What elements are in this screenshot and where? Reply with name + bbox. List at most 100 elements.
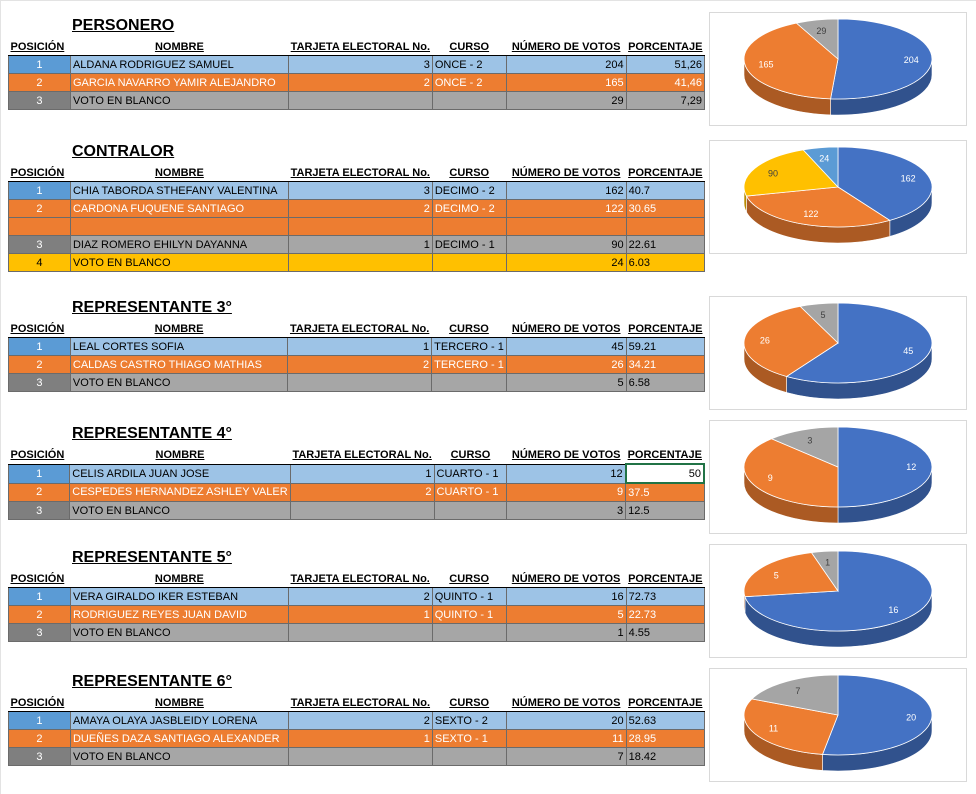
header-posicion[interactable]: POSICIÓN bbox=[8, 320, 71, 338]
cell-tarjeta[interactable]: 2 bbox=[287, 199, 433, 218]
cell-porcentaje[interactable] bbox=[625, 217, 706, 236]
cell-pos[interactable]: 1 bbox=[8, 55, 71, 74]
pie-chart-1[interactable]: 162 122 90 24 bbox=[709, 140, 967, 254]
cell-porcentaje[interactable]: 41,46 bbox=[625, 73, 706, 92]
cell-votos[interactable]: 122 bbox=[505, 199, 627, 218]
section-title[interactable]: REPRESENTANTE 3° bbox=[72, 299, 232, 316]
pie-slice[interactable] bbox=[802, 146, 839, 189]
cell-porcentaje[interactable]: 18.42 bbox=[625, 747, 706, 766]
cell-tarjeta[interactable]: 3 bbox=[287, 55, 433, 74]
cell-tarjeta[interactable]: 2 bbox=[287, 711, 433, 730]
pie-slice[interactable] bbox=[745, 186, 891, 228]
cell-pos[interactable]: 4 bbox=[8, 253, 71, 272]
cell-porcentaje[interactable]: 52.63 bbox=[625, 711, 706, 730]
cell-curso[interactable] bbox=[431, 217, 507, 236]
cell-pos[interactable]: 1 bbox=[8, 337, 71, 356]
cell-votos[interactable]: 24 bbox=[505, 253, 627, 272]
cell-porcentaje[interactable]: 51,26 bbox=[625, 55, 706, 74]
cell-pos[interactable] bbox=[8, 217, 71, 236]
cell-pos[interactable]: 3 bbox=[8, 373, 71, 392]
cell-porcentaje[interactable]: 59.21 bbox=[625, 337, 706, 356]
cell-porcentaje[interactable]: 34.21 bbox=[625, 355, 706, 374]
cell-tarjeta[interactable] bbox=[287, 623, 433, 642]
header-tarjeta[interactable]: TARJETA ELECTORAL No. bbox=[288, 164, 433, 182]
cell-curso[interactable] bbox=[431, 373, 507, 392]
pie-slice[interactable] bbox=[810, 550, 839, 593]
cell-votos[interactable]: 11 bbox=[505, 729, 627, 748]
header-porcentaje[interactable]: PORCENTAJE bbox=[626, 320, 705, 338]
header-tarjeta[interactable]: TARJETA ELECTORAL No. bbox=[288, 38, 433, 56]
cell-votos[interactable]: 29 bbox=[505, 91, 627, 110]
section-title[interactable]: REPRESENTANTE 5° bbox=[72, 549, 232, 566]
cell-tarjeta[interactable]: 1 bbox=[287, 729, 433, 748]
header-curso[interactable]: CURSO bbox=[432, 570, 507, 588]
cell-pos[interactable]: 3 bbox=[8, 235, 71, 254]
cell-porcentaje[interactable]: 37.5 bbox=[625, 482, 705, 502]
pie-chart-3[interactable]: 12 9 3 bbox=[709, 420, 967, 534]
cell-nombre[interactable]: DUEÑES DAZA SANTIAGO ALEXANDER bbox=[69, 729, 289, 748]
header-nombre[interactable]: NOMBRE bbox=[69, 446, 291, 465]
cell-porcentaje[interactable]: 40.7 bbox=[625, 181, 706, 200]
header-votos[interactable]: NÚMERO DE VOTOS bbox=[506, 446, 626, 465]
cell-tarjeta[interactable] bbox=[287, 217, 433, 236]
cell-nombre[interactable]: CELIS ARDILA JUAN JOSE bbox=[69, 463, 291, 484]
cell-votos[interactable]: 5 bbox=[505, 373, 627, 392]
header-posicion[interactable]: POSICIÓN bbox=[8, 694, 71, 712]
header-tarjeta[interactable]: TARJETA ELECTORAL No. bbox=[287, 320, 432, 338]
cell-curso[interactable] bbox=[431, 623, 507, 642]
cell-pos[interactable]: 1 bbox=[8, 181, 71, 200]
pie-slice[interactable] bbox=[751, 674, 839, 716]
cell-curso[interactable]: CUARTO - 1 bbox=[433, 463, 508, 484]
header-votos[interactable]: NÚMERO DE VOTOS bbox=[506, 320, 627, 338]
section-title[interactable]: CONTRALOR bbox=[72, 143, 175, 160]
header-votos[interactable]: NÚMERO DE VOTOS bbox=[506, 694, 627, 712]
pie-chart-4[interactable]: 16 5 1 bbox=[709, 544, 967, 658]
cell-porcentaje[interactable]: 22.61 bbox=[625, 235, 706, 254]
cell-pos[interactable]: 3 bbox=[7, 501, 71, 520]
cell-porcentaje[interactable]: 50 bbox=[624, 463, 706, 484]
cell-tarjeta[interactable] bbox=[287, 747, 433, 766]
cell-votos[interactable]: 165 bbox=[505, 73, 627, 92]
cell-nombre[interactable]: AMAYA OLAYA JASBLEIDY LORENA bbox=[69, 711, 289, 730]
header-tarjeta[interactable]: TARJETA ELECTORAL No. bbox=[290, 446, 435, 465]
cell-pos[interactable]: 3 bbox=[8, 91, 71, 110]
cell-curso[interactable]: SEXTO - 1 bbox=[431, 729, 507, 748]
header-posicion[interactable]: POSICIÓN bbox=[8, 570, 71, 588]
cell-votos[interactable]: 5 bbox=[505, 605, 627, 624]
cell-pos[interactable]: 2 bbox=[8, 729, 71, 748]
cell-nombre[interactable]: CALDAS CASTRO THIAGO MATHIAS bbox=[69, 355, 289, 374]
cell-votos[interactable]: 45 bbox=[505, 337, 627, 356]
cell-porcentaje[interactable]: 6.03 bbox=[625, 253, 706, 272]
cell-porcentaje[interactable]: 12.5 bbox=[625, 501, 705, 520]
cell-pos[interactable]: 2 bbox=[8, 73, 71, 92]
cell-pos[interactable]: 1 bbox=[8, 587, 71, 606]
cell-nombre[interactable]: VOTO EN BLANCO bbox=[69, 91, 289, 110]
header-curso[interactable]: CURSO bbox=[432, 164, 507, 182]
header-porcentaje[interactable]: PORCENTAJE bbox=[626, 164, 705, 182]
cell-curso[interactable]: QUINTO - 1 bbox=[431, 605, 507, 624]
cell-tarjeta[interactable] bbox=[287, 253, 433, 272]
cell-nombre[interactable]: VOTO EN BLANCO bbox=[69, 253, 289, 272]
cell-curso[interactable] bbox=[431, 747, 507, 766]
cell-votos[interactable]: 162 bbox=[505, 181, 627, 200]
pie-slice[interactable] bbox=[743, 22, 839, 100]
cell-porcentaje[interactable]: 28.95 bbox=[625, 729, 706, 748]
cell-votos[interactable]: 12 bbox=[506, 463, 627, 484]
cell-curso[interactable]: TERCERO - 1 bbox=[431, 355, 507, 374]
cell-nombre[interactable]: CARDONA FUQUENE SANTIAGO bbox=[69, 199, 289, 218]
cell-nombre[interactable]: CESPEDES HERNANDEZ ASHLEY VALER bbox=[69, 482, 291, 502]
cell-nombre[interactable]: VOTO EN BLANCO bbox=[69, 623, 289, 642]
cell-votos[interactable]: 9 bbox=[506, 482, 627, 502]
cell-pos[interactable]: 2 bbox=[8, 199, 71, 218]
section-title[interactable]: REPRESENTANTE 6° bbox=[72, 673, 232, 690]
cell-tarjeta[interactable]: 1 bbox=[287, 605, 433, 624]
header-nombre[interactable]: NOMBRE bbox=[70, 570, 289, 588]
cell-porcentaje[interactable]: 4.55 bbox=[625, 623, 706, 642]
cell-tarjeta[interactable]: 3 bbox=[287, 181, 433, 200]
cell-tarjeta[interactable]: 1 bbox=[289, 463, 435, 484]
cell-votos[interactable] bbox=[505, 217, 627, 236]
cell-curso[interactable]: QUINTO - 1 bbox=[431, 587, 507, 606]
cell-votos[interactable]: 20 bbox=[505, 711, 627, 730]
pie-chart-2[interactable]: 45 26 5 bbox=[709, 296, 967, 410]
pie-slice[interactable] bbox=[743, 149, 839, 197]
